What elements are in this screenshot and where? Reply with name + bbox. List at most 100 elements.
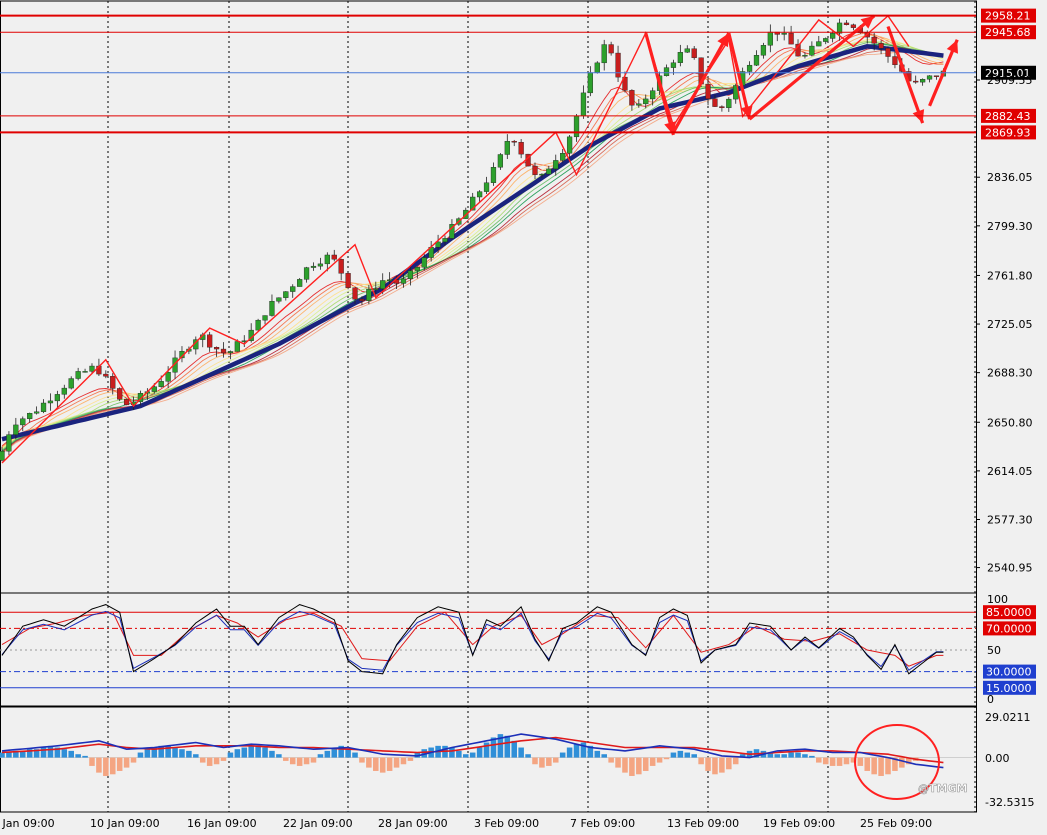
candle [27, 412, 33, 423]
candle-body [345, 273, 351, 288]
candle [760, 42, 767, 59]
candle-body [373, 288, 379, 290]
candle-body [380, 280, 386, 289]
time-axis-label: 16 Jan 09:00 [187, 817, 257, 830]
candle [483, 176, 490, 195]
candle-body [442, 238, 448, 243]
slow-moving-average [1, 44, 944, 442]
macd-histogram-bar [622, 757, 628, 773]
candle [705, 76, 711, 106]
candle-body [61, 387, 67, 395]
candle-body [297, 279, 303, 287]
macd-histogram-bar [795, 752, 801, 758]
stochastic-panel: 85.0000 70.0000 30.0000 15.0000 100 50 0 [0, 593, 1036, 706]
macd-histogram-bar [649, 757, 656, 766]
candle [103, 370, 109, 379]
macd-histogram-bar [864, 757, 871, 771]
macd-histogram-bar [726, 757, 732, 770]
macd-histogram-bar [469, 752, 476, 758]
macd-histogram-bar [345, 749, 351, 758]
macd-histogram-bar [193, 754, 199, 758]
candle [117, 387, 123, 402]
candle-body [892, 56, 898, 66]
macd-histogram-bar [601, 754, 607, 758]
candle-body [117, 388, 123, 400]
macd-histogram-bar [379, 757, 386, 773]
candle-body [560, 153, 566, 161]
macd-histogram-bar [456, 750, 462, 758]
time-axis-label: 25 Feb 09:00 [860, 817, 932, 830]
candle-body [663, 67, 670, 77]
macd-histogram-bar [788, 752, 794, 758]
candle [213, 346, 220, 357]
macd-histogram-bar [262, 747, 268, 758]
candle [677, 44, 683, 67]
candle-body [670, 62, 677, 68]
candle [89, 363, 95, 375]
candle [490, 162, 497, 186]
stochastic-level-tag [983, 621, 1036, 636]
ma-ribbon-line [1, 49, 944, 454]
candle [926, 75, 933, 83]
price-tick-label: 2614.05 [987, 465, 1033, 478]
candle [885, 46, 891, 63]
macd-histogram-bar [802, 754, 808, 758]
candle [781, 26, 787, 41]
macd-histogram-bar [573, 744, 580, 758]
macd-histogram-bar [33, 749, 40, 758]
candle-body [719, 106, 725, 109]
candle-body [608, 44, 614, 54]
macd-histogram-bar [892, 757, 898, 771]
macd-histogram-bar [767, 752, 774, 758]
ma-ribbon [1, 31, 944, 455]
macd-histogram-bar [615, 757, 621, 768]
candle-body [712, 98, 718, 107]
candle-body [421, 257, 427, 268]
candle [532, 162, 538, 180]
candle [338, 258, 344, 281]
candle [352, 287, 358, 304]
macd-histogram-bar [296, 757, 303, 766]
candle [345, 272, 351, 290]
candle-body [573, 115, 580, 138]
candle-body [601, 44, 607, 64]
macd-histogram-bar [47, 745, 54, 758]
candle [594, 61, 600, 74]
time-axis-label: 19 Feb 09:00 [763, 817, 835, 830]
candle-body [809, 45, 815, 56]
current-price-tag [981, 65, 1036, 80]
candle-body [276, 297, 282, 302]
candle-body [878, 43, 884, 49]
trend-arrow-shaft [748, 14, 876, 121]
candle [719, 105, 725, 112]
price-level-label: 2869.93 [985, 126, 1031, 139]
time-axis: 6 Jan 09:00 10 Jan 09:00 16 Jan 09:00 22 Ja… [0, 817, 932, 830]
candle-body [677, 52, 683, 63]
macd-histogram-bar [137, 752, 144, 758]
candle [33, 406, 40, 415]
candle-body [407, 270, 414, 280]
macd-histogram-bar [109, 757, 116, 775]
macd-histogram-bar [213, 757, 220, 765]
candle-body [836, 22, 843, 34]
macd-histogram-bar [497, 734, 504, 758]
candle-body [338, 259, 344, 274]
candle [366, 284, 372, 305]
macd-histogram-bar [241, 747, 248, 758]
macd-histogram-bar [68, 750, 74, 758]
candle [629, 89, 635, 111]
macd-axis-label: 0.00 [985, 752, 1010, 765]
macd-histogram-bar [878, 757, 884, 776]
price-tick-label: 2909.55 [987, 74, 1033, 87]
macd-histogram-bar [691, 754, 697, 758]
candle-body [366, 288, 372, 301]
candle-body [650, 90, 656, 100]
time-axis-label: 22 Jan 09:00 [283, 817, 353, 830]
candle [850, 23, 857, 31]
macd-histogram-bar [829, 757, 836, 766]
candle-body [303, 267, 310, 280]
candle [373, 281, 379, 295]
macd-histogram-bar [82, 755, 88, 758]
candle-body [885, 48, 891, 57]
macd-histogram-bar [366, 757, 372, 768]
